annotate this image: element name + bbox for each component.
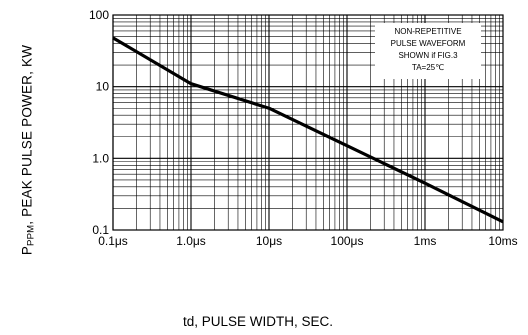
annotation-line-1: NON-REPETITIVE: [394, 27, 462, 36]
series-layer: [112, 36, 504, 224]
x-tick-label: 1ms: [414, 234, 437, 248]
y-tick-label: 10: [96, 80, 110, 94]
annotation-box: NON-REPETITIVE PULSE WAVEFORM SHOWN if F…: [375, 23, 481, 79]
y-tick-label: 100: [89, 8, 109, 22]
x-tick-label: 10ms: [488, 234, 517, 248]
plot-frame: [112, 14, 504, 231]
annotation-line-3: SHOWN if FIG.3: [398, 51, 458, 60]
annotation-line-2: PULSE WAVEFORM: [390, 39, 466, 48]
y-axis-title: PPPM, PEAK PULSE POWER, KW: [19, 44, 37, 256]
x-tick-label: 100μs: [331, 234, 364, 248]
y-tick-label: 0.1: [92, 223, 109, 237]
x-tick-label: 0.1μs: [98, 234, 128, 248]
x-tick-label: 1.0μs: [176, 234, 206, 248]
annotation-line-4: TA=25℃: [411, 63, 445, 72]
tick-labels: 0.1μs 1.0μs 10μs 100μs 1ms 10ms 100 10 1.0 0.1: [89, 8, 518, 248]
y-tick-label: 1.0: [92, 151, 109, 165]
x-axis-title: td, PULSE WIDTH, SEC.: [182, 314, 334, 329]
series-line-1: [112, 36, 504, 224]
x-tick-label: 10μs: [256, 234, 282, 248]
